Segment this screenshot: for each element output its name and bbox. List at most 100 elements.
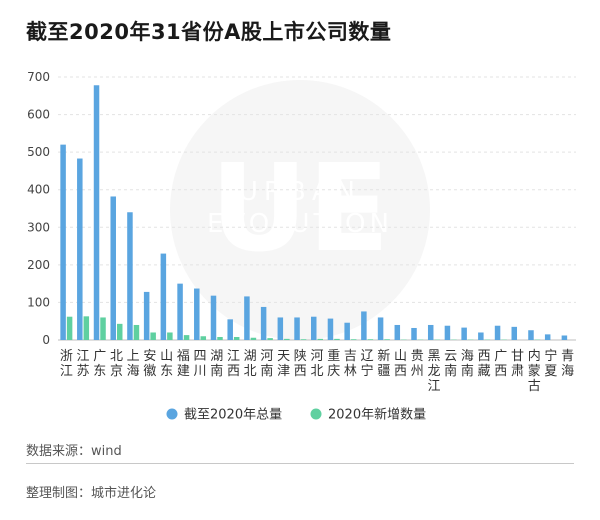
bar-total: [427, 324, 434, 340]
bar-total: [494, 325, 501, 340]
y-tick-label: 200: [27, 258, 50, 272]
x-tick-label: 黑龙江: [427, 349, 440, 394]
x-axis: 浙江江苏广东北京上海安徽山东福建四川湖南江西湖北河南天津陕西河北重庆吉林辽宁新疆…: [60, 348, 574, 394]
bar-new: [317, 338, 323, 340]
bar-total: [177, 283, 183, 340]
x-tick-label: 宁夏: [544, 348, 557, 379]
bar-new: [233, 336, 240, 340]
x-tick-label: 新疆: [377, 348, 390, 379]
bar-total: [93, 85, 100, 340]
x-tick-label: 河南: [260, 349, 273, 379]
x-tick-label: 安徽: [143, 349, 156, 379]
bar-total: [127, 212, 133, 340]
x-tick-label: 江西: [227, 349, 240, 379]
chart-maker: 整理制图：城市进化论: [26, 486, 157, 501]
bar-total: [194, 288, 200, 340]
bar-new: [66, 316, 73, 340]
bar-total: [377, 317, 384, 340]
watermark: UE URBAN EVOLUTION: [170, 80, 430, 340]
bar-total: [528, 330, 534, 340]
watermark-logo: UE: [210, 140, 389, 279]
chart-title: 截至2020年31省份A股上市公司数量: [26, 20, 392, 44]
bar-total: [544, 334, 551, 340]
bar-new: [133, 324, 140, 340]
x-tick-label: 内蒙古: [528, 348, 541, 394]
bar-total: [77, 158, 83, 340]
bar-new: [284, 338, 290, 340]
legend-marker: [166, 408, 178, 420]
x-tick-label: 广东: [93, 349, 106, 379]
y-tick-label: 500: [27, 145, 50, 159]
x-tick-label: 西藏: [478, 349, 491, 379]
x-tick-label: 江苏: [77, 349, 90, 379]
x-tick-label: 湖北: [244, 349, 257, 379]
bar-new: [300, 339, 307, 340]
bar-total: [60, 144, 66, 340]
x-tick-label: 四川: [194, 349, 207, 379]
x-tick-label: 湖南: [210, 349, 223, 379]
bar-total: [311, 316, 317, 340]
bar-chart: UE URBAN EVOLUTION 0 100 200 300 400 500 600 70…: [27, 70, 576, 423]
bar-new: [217, 336, 223, 340]
x-tick-label: 吉林: [344, 349, 357, 379]
legend: 截至2020年总量 2020年新增数量: [166, 407, 426, 423]
x-tick-label: 辽宁: [361, 349, 374, 379]
bar-total: [143, 291, 150, 340]
y-tick-label: 0: [42, 333, 50, 347]
x-tick-label: 天津: [277, 349, 290, 379]
bar-new: [334, 338, 340, 340]
x-tick-label: 云南: [444, 349, 457, 379]
bars: [60, 85, 568, 340]
bar-new: [384, 339, 390, 340]
bar-total: [277, 317, 284, 340]
bar-total: [411, 327, 417, 340]
watermark-circle: [170, 80, 430, 340]
y-tick-label: 100: [27, 295, 50, 309]
x-tick-label: 甘肃: [511, 349, 524, 379]
watermark-line2: EVOLUTION: [207, 209, 393, 239]
bar-new: [350, 339, 357, 340]
legend-label: 2020年新增数量: [328, 407, 426, 423]
legend-label: 截至2020年总量: [184, 408, 282, 423]
bar-total: [227, 319, 233, 340]
bar-total: [210, 295, 217, 340]
y-axis: 0 100 200 300 400 500 600 700: [27, 70, 50, 347]
bar-total: [294, 317, 300, 340]
bar-new: [100, 317, 106, 340]
bar-total: [394, 324, 401, 340]
legend-marker: [310, 408, 322, 420]
bar-total: [110, 196, 116, 340]
bar-total: [478, 332, 484, 340]
bar-new: [167, 332, 173, 340]
x-tick-label: 上海: [127, 349, 140, 379]
x-tick-label: 北京: [110, 349, 123, 379]
bar-new: [250, 337, 257, 340]
bar-new: [116, 323, 123, 340]
y-tick-label: 300: [27, 220, 50, 234]
x-tick-label: 广西: [494, 349, 507, 379]
bar-new: [200, 336, 207, 340]
x-tick-label: 山西: [394, 349, 407, 379]
bar-new: [150, 332, 156, 340]
bar-total: [361, 311, 367, 340]
watermark-line1: URBAN: [239, 177, 361, 207]
divider: [26, 463, 574, 464]
x-tick-label: 福建: [177, 349, 190, 379]
x-tick-label: 重庆: [327, 348, 340, 379]
y-tick-label: 400: [27, 183, 50, 197]
bar-total: [461, 327, 467, 340]
x-tick-label: 海南: [461, 349, 474, 379]
x-tick-label: 青海: [561, 349, 574, 379]
bar-total: [327, 318, 334, 340]
bar-total: [244, 296, 250, 340]
bar-total: [260, 306, 267, 340]
x-tick-label: 河北: [310, 349, 323, 379]
bar-new: [267, 338, 273, 340]
bar-new: [367, 339, 374, 340]
bar-total: [561, 335, 568, 340]
bar-total: [344, 322, 350, 340]
x-tick-label: 山东: [160, 349, 173, 379]
y-tick-label: 700: [27, 70, 50, 84]
data-source: 数据来源：wind: [26, 444, 122, 459]
bar-total: [444, 325, 451, 340]
